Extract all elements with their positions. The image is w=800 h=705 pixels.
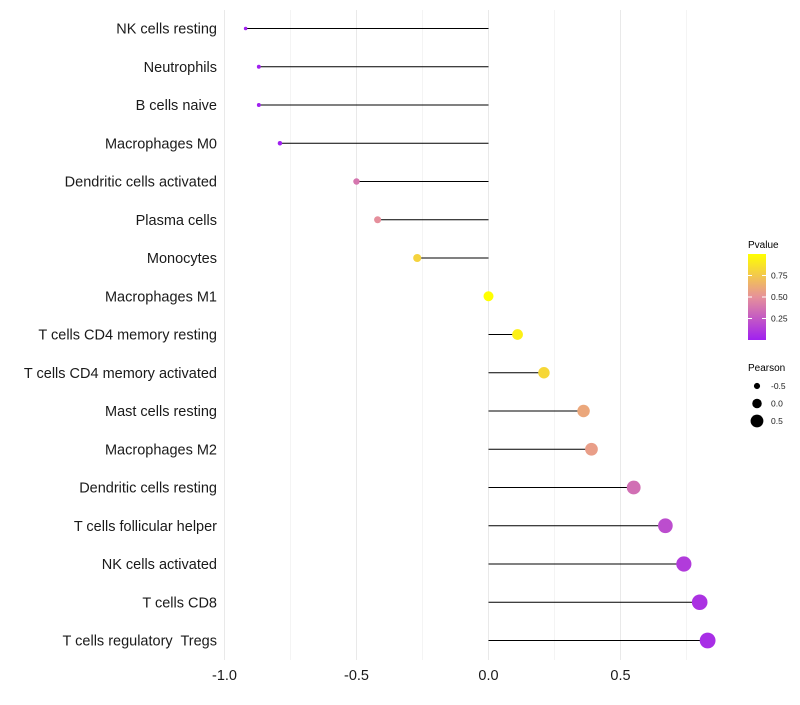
colorbar-tick-label: 0.25 (771, 314, 788, 324)
y-tick-label: Mast cells resting (105, 404, 217, 420)
grid-lines (224, 10, 687, 660)
lollipop-point (256, 103, 261, 107)
y-tick-label: Plasma cells (136, 213, 217, 229)
pvalue-colorbar (748, 254, 766, 340)
lollipop-point (483, 291, 494, 302)
pearson-legend-dot (753, 382, 761, 390)
lollipop-point (691, 594, 708, 611)
lollipop-point (374, 216, 382, 224)
lollipop-point (585, 442, 598, 456)
x-tick-label: 0.5 (610, 668, 630, 684)
pearson-legend-label: -0.5 (771, 381, 786, 391)
lollipop-point (699, 632, 716, 649)
pearson-legend-keys: -0.5 0.0 0.5 (750, 381, 786, 428)
pvalue-legend: Pvalue 0.25 0.50 0.75 (748, 240, 788, 340)
y-tick-label: T cells regulatory Tregs (63, 634, 217, 650)
pearson-legend-title: Pearson (748, 363, 785, 374)
y-tick-label: Neutrophils (144, 60, 217, 76)
pvalue-colorbar-ticks: 0.25 0.50 0.75 (748, 271, 788, 324)
lollipop-point (353, 178, 360, 185)
y-axis-labels: NK cells resting Neutrophils B cells naive… (24, 22, 217, 650)
y-tick-label: Dendritic cells resting (79, 481, 217, 497)
lollipop-points (243, 26, 716, 649)
y-tick-label: Macrophages M2 (105, 442, 217, 458)
y-tick-label: NK cells resting (116, 22, 217, 38)
lollipop-point (256, 64, 261, 69)
lollipop-point (658, 518, 673, 534)
y-tick-label: T cells CD4 memory resting (38, 328, 217, 344)
lollipop-point (626, 480, 641, 495)
y-tick-label: Monocytes (147, 251, 217, 267)
pearson-legend-label: 0.0 (771, 399, 783, 409)
colorbar-tick-label: 0.75 (771, 271, 788, 281)
lollipop-point (413, 253, 422, 263)
y-tick-label: Macrophages M0 (105, 136, 217, 152)
lollipop-point (577, 404, 590, 418)
pearson-legend-label: 0.5 (771, 416, 783, 426)
lollipop-point (277, 141, 283, 146)
y-tick-label: T cells CD4 memory activated (24, 366, 217, 382)
y-tick-label: Dendritic cells activated (65, 175, 217, 191)
lollipop-point (676, 556, 692, 572)
lollipop-point (243, 26, 248, 31)
lollipop-point (512, 329, 523, 340)
pearson-legend-dot (750, 414, 764, 428)
y-tick-label: Macrophages M1 (105, 289, 217, 305)
x-tick-label: 0.0 (478, 668, 498, 684)
x-tick-label: -1.0 (212, 668, 237, 684)
colorbar-tick-label: 0.50 (771, 292, 788, 302)
y-tick-label: T cells CD8 (142, 595, 217, 611)
x-tick-label: -0.5 (344, 668, 369, 684)
lollipop-stems (245, 28, 708, 641)
pearson-legend-dot (752, 398, 762, 409)
x-axis-labels: -1.0 -0.5 0.0 0.5 (212, 668, 631, 684)
y-tick-label: B cells naive (136, 98, 217, 114)
y-tick-label: T cells follicular helper (74, 519, 217, 535)
pearson-legend: Pearson -0.5 0.0 0.5 (748, 363, 786, 428)
y-tick-label: NK cells activated (102, 557, 217, 573)
pvalue-legend-title: Pvalue (748, 240, 779, 251)
lollipop-point (538, 367, 550, 379)
